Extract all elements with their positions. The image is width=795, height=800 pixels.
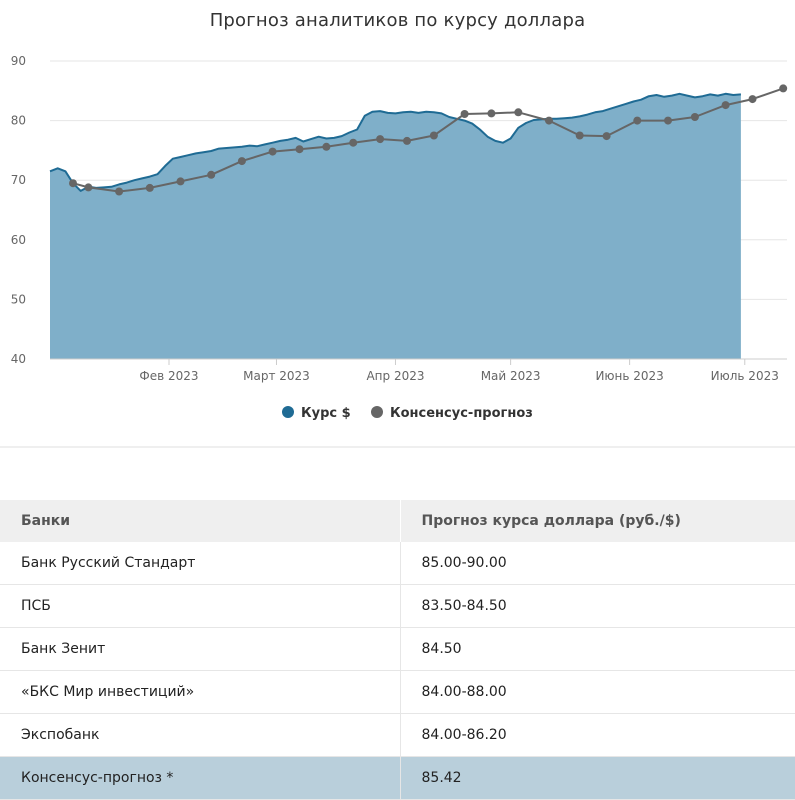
x-tick-label: Март 2023 bbox=[243, 369, 310, 383]
bank-name-cell: Экспобанк bbox=[0, 713, 401, 757]
section-divider bbox=[0, 446, 795, 448]
legend-label-kurs: Курс $ bbox=[301, 406, 351, 421]
point-consensus bbox=[176, 177, 185, 186]
point-consensus bbox=[514, 108, 523, 117]
forecast-cell: 83.50-84.50 bbox=[400, 584, 795, 628]
chart-title: Прогноз аналитиков по курсу доллара bbox=[209, 10, 586, 31]
point-consensus bbox=[460, 110, 469, 118]
x-tick-label: Май 2023 bbox=[481, 369, 541, 383]
x-tick-label: Июль 2023 bbox=[711, 369, 779, 383]
point-consensus bbox=[403, 136, 411, 145]
point-consensus bbox=[322, 142, 331, 151]
table-row-consensus: Консенсус-прогноз * 85.42 bbox=[0, 756, 795, 800]
point-consensus bbox=[721, 101, 730, 110]
bank-name-cell: «БКС Мир инвестиций» bbox=[0, 670, 401, 714]
legend-marker-consensus bbox=[371, 406, 383, 418]
point-consensus bbox=[633, 116, 642, 125]
table-header-row: Банки Прогноз курса доллара (руб./$) bbox=[0, 500, 795, 542]
forecast-cell: 85.00-90.00 bbox=[400, 542, 795, 585]
point-consensus bbox=[690, 113, 699, 121]
point-consensus bbox=[207, 170, 216, 179]
forecast-cell: 84.50 bbox=[400, 627, 795, 671]
legend-marker-kurs bbox=[282, 406, 294, 418]
table-row: Банк Русский Стандарт 85.00-90.00 bbox=[0, 542, 795, 585]
point-consensus bbox=[268, 147, 277, 156]
forecast-cell: 84.00-86.20 bbox=[400, 713, 795, 757]
point-consensus bbox=[145, 183, 154, 192]
legend: Курс $ Консенсус-прогноз bbox=[282, 406, 533, 421]
column-header-banks: Банки bbox=[0, 500, 401, 542]
y-tick-label: 70 bbox=[11, 173, 26, 187]
point-consensus bbox=[748, 95, 757, 104]
table-row: ПСБ 83.50-84.50 bbox=[0, 584, 795, 628]
point-consensus bbox=[779, 84, 788, 93]
y-tick-label: 90 bbox=[11, 54, 26, 68]
y-tick-label: 80 bbox=[11, 114, 26, 128]
chart-svg: 40 50 60 70 80 90 Фев 2023 Март 2023 Апр 2023 Май… bbox=[11, 54, 788, 421]
table-row: «БКС Мир инвестиций» 84.00-88.00 bbox=[0, 670, 795, 714]
x-tick-label: Июнь 2023 bbox=[595, 369, 663, 383]
bank-name-cell: Банк Русский Стандарт bbox=[0, 542, 401, 585]
point-consensus bbox=[237, 157, 246, 166]
line-kurs bbox=[49, 92, 741, 192]
point-consensus bbox=[487, 109, 496, 118]
point-consensus bbox=[545, 116, 553, 125]
column-header-forecast: Прогноз курса доллара (руб./$) bbox=[400, 500, 795, 542]
point-consensus bbox=[376, 135, 385, 144]
forecast-cell: 84.00-88.00 bbox=[400, 670, 795, 714]
y-tick-label: 50 bbox=[11, 292, 26, 306]
point-consensus bbox=[295, 145, 304, 154]
point-consensus bbox=[349, 138, 358, 147]
legend-label-consensus: Консенсус-прогноз bbox=[390, 406, 533, 421]
y-tick-label: 40 bbox=[11, 352, 26, 366]
forecast-cell: 85.42 bbox=[400, 756, 795, 800]
table-row: Экспобанк 84.00-86.20 bbox=[0, 713, 795, 757]
y-tick-label: 60 bbox=[11, 233, 26, 247]
bank-name-cell: Банк Зенит bbox=[0, 627, 401, 671]
point-consensus bbox=[69, 179, 77, 188]
bank-name-cell: ПСБ bbox=[0, 584, 401, 628]
point-consensus bbox=[84, 183, 93, 192]
area-fill-kurs bbox=[50, 93, 741, 360]
line-consensus bbox=[72, 87, 784, 193]
point-consensus bbox=[602, 132, 611, 141]
point-consensus bbox=[429, 131, 438, 140]
forecast-table: Банки Прогноз курса доллара (руб./$) Бан… bbox=[0, 500, 795, 800]
point-consensus bbox=[664, 116, 672, 125]
point-consensus bbox=[115, 187, 124, 196]
table-row: Банк Зенит 84.50 bbox=[0, 627, 795, 671]
point-consensus bbox=[575, 131, 584, 140]
x-tick-label: Фев 2023 bbox=[139, 369, 198, 383]
bank-name-cell: Консенсус-прогноз * bbox=[0, 756, 401, 800]
chart-container: Прогноз аналитиков по курсу доллара 40 50… bbox=[11, 10, 788, 421]
x-tick-label: Апр 2023 bbox=[366, 369, 424, 383]
